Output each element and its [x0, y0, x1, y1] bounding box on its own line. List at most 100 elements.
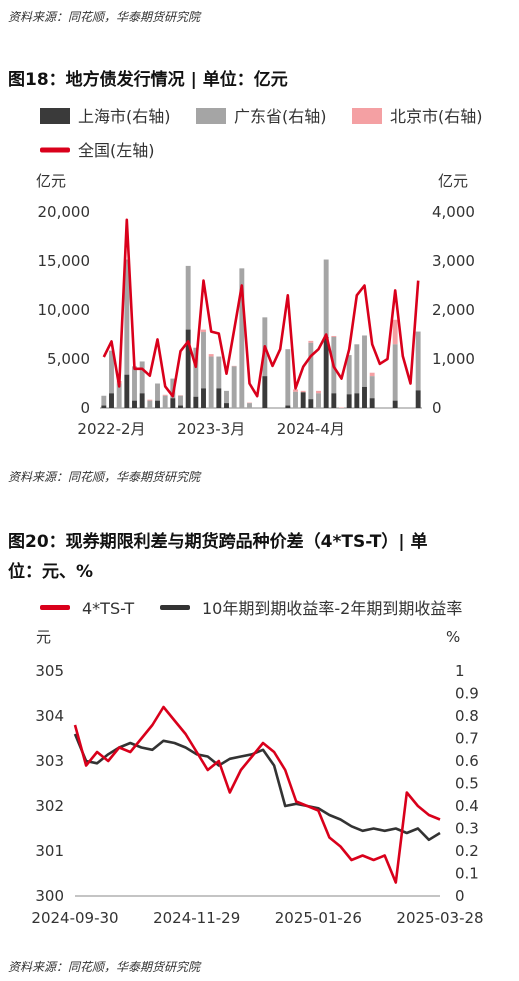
- chart1-legend-label-2: 北京市(右轴): [390, 107, 483, 126]
- chart1-bar-guangdong: [216, 356, 222, 389]
- chart1-bar-guangdong: [193, 347, 199, 397]
- chart1-bar-guangdong: [346, 355, 352, 395]
- chart1-bar-shanghai: [346, 394, 352, 408]
- chart1-ytick-right-2: 2,000: [432, 301, 475, 319]
- chart1-bar-guangdong: [354, 344, 360, 394]
- chart1-bar-shanghai: [216, 388, 222, 408]
- chart2-ytick-right-1: 0.1: [455, 865, 479, 883]
- chart1-bar-beijing: [162, 394, 168, 396]
- chart1-bar-beijing: [293, 389, 298, 392]
- chart2-xtick-2: 2025-01-26: [275, 909, 362, 927]
- chart2-ytick-right-9: 0.9: [455, 685, 479, 703]
- chart1-svg: 上海市(右轴) 广东省(右轴) 北京市(右轴) 全国(左轴) 亿元 亿元 0 5,000 10,…: [36, 107, 483, 438]
- chart1-bar-guangdong: [109, 350, 114, 394]
- chart1-bar-shanghai: [193, 396, 199, 408]
- chart1-bar-guangdong: [116, 383, 122, 408]
- chart1-ytick-right-0: 0: [432, 399, 442, 417]
- chart1-bar-shanghai: [308, 399, 314, 408]
- chart1-bar-beijing: [316, 390, 321, 394]
- chart1-bar-guangdong: [415, 331, 421, 391]
- chart1-xtick-1: 2023-3月: [177, 420, 245, 438]
- chart1-bar-guangdong: [224, 390, 229, 404]
- chart2-legend-swatch-1: [160, 605, 190, 610]
- chart1-bar-beijing: [308, 340, 314, 343]
- chart2-ytick-right-8: 0.8: [455, 707, 479, 725]
- chart2-ytick-left-2: 302: [35, 797, 64, 815]
- chart1-bar-guangdong: [132, 366, 137, 401]
- chart1-right-unit: 亿元: [438, 172, 468, 190]
- chart1-bar-shanghai: [132, 400, 137, 408]
- chart1-bar-shanghai: [201, 388, 206, 408]
- chart1-bar-guangdong: [308, 342, 314, 400]
- chart1-bar-beijing: [201, 329, 206, 333]
- chart1-ytick-left-0: 0: [80, 399, 90, 417]
- chart1-legend-swatch-3: [40, 147, 70, 153]
- chart1-xtick-0: 2022-2月: [77, 420, 145, 438]
- chart1-bar-shanghai: [331, 393, 337, 408]
- chart1-bar-guangdong: [239, 268, 245, 408]
- chart1-bar-guangdong: [124, 259, 130, 375]
- chart1-bar-guangdong: [293, 391, 298, 408]
- chart1-bar-guangdong: [316, 393, 321, 408]
- chart1-bar-shanghai: [392, 400, 398, 408]
- chart2-ytick-left-0: 300: [35, 887, 64, 905]
- chart2-xtick-1: 2024-11-29: [153, 909, 240, 927]
- chart1-bar-shanghai: [185, 329, 191, 408]
- chart2-right-unit: %: [446, 628, 460, 646]
- chart2-title-line2: 位：元、%: [8, 562, 94, 582]
- chart1-bar-shanghai: [224, 403, 229, 408]
- chart1-bar-shanghai: [300, 392, 306, 408]
- chart1-bar-guangdong: [247, 403, 252, 408]
- chart2-ytick-left-3: 303: [35, 752, 64, 770]
- chart1-ytick-right-3: 3,000: [432, 252, 475, 270]
- chart1-ytick-left-2: 10,000: [38, 301, 91, 319]
- chart2-legend-label-1: 10年期到期收益率-2年期到期收益率: [202, 599, 462, 618]
- chart2-xtick-3: 2025-03-28: [396, 909, 483, 927]
- chart1-line-national: [102, 218, 420, 398]
- chart1-bar-shanghai: [362, 386, 367, 408]
- chart1-bar-guangdong: [155, 383, 160, 401]
- chart1-bar-guangdong: [139, 361, 145, 394]
- chart2-ytick-right-0: 0: [455, 887, 465, 905]
- chart1-legend-swatch-0: [40, 108, 70, 124]
- chart2-ytick-left-4: 304: [35, 707, 64, 725]
- chart1-bar-shanghai: [354, 393, 360, 408]
- chart1-bar-guangdong: [362, 335, 367, 387]
- chart1-bar-guangdong: [323, 259, 329, 337]
- chart1-ytick-left-3: 15,000: [38, 252, 91, 270]
- source-note-middle: 资料来源：同花顺，华泰期货研究院: [8, 470, 201, 484]
- chart1-title: 图18：地方债发行情况 | 单位：亿元: [8, 70, 288, 90]
- chart1-xtick-2: 2024-4月: [277, 420, 345, 438]
- chart1-bar-beijing: [208, 354, 214, 357]
- chart2-ytick-right-10: 1: [455, 662, 465, 680]
- chart1-bar-shanghai: [285, 405, 291, 408]
- chart1-ytick-right-1: 1,000: [432, 350, 475, 368]
- chart1-bar-guangdong: [208, 356, 214, 408]
- chart1-bar-beijing: [300, 390, 306, 393]
- chart1-legend-swatch-1: [196, 108, 226, 124]
- chart2-ytick-left-1: 301: [35, 842, 64, 860]
- chart1-ytick-left-4: 20,000: [38, 203, 91, 221]
- chart1-bar-guangdong: [369, 376, 375, 399]
- chart1-bar-beijing: [331, 335, 337, 337]
- chart1-bar-shanghai: [170, 398, 176, 408]
- chart1-bar-beijing: [147, 399, 153, 401]
- chart2-xtick-0: 2024-09-30: [31, 909, 118, 927]
- chart1-left-unit: 亿元: [36, 172, 66, 190]
- chart2-title-line1: 图20：现券期限利差与期货跨品种价差（4*TS-T）| 单: [8, 532, 428, 552]
- chart1-bar-shanghai: [415, 390, 421, 408]
- chart1-ytick-left-1: 5,000: [47, 350, 90, 368]
- chart1-bar-beijing: [392, 319, 398, 345]
- chart1-bar-shanghai: [262, 376, 268, 408]
- chart1-bar-shanghai: [139, 393, 145, 408]
- chart1-bar-shanghai: [323, 336, 329, 408]
- chart1-legend-label-3: 全国(左轴): [78, 141, 155, 160]
- chart1-bar-guangdong: [392, 344, 398, 401]
- chart1-bar-shanghai: [124, 374, 130, 408]
- chart1-bar-beijing: [369, 372, 375, 377]
- chart2-ytick-right-7: 0.7: [455, 730, 479, 748]
- chart2-ytick-right-3: 0.3: [455, 820, 479, 838]
- chart1-bar-guangdong: [162, 395, 168, 408]
- chart2-ytick-right-4: 0.4: [455, 797, 479, 815]
